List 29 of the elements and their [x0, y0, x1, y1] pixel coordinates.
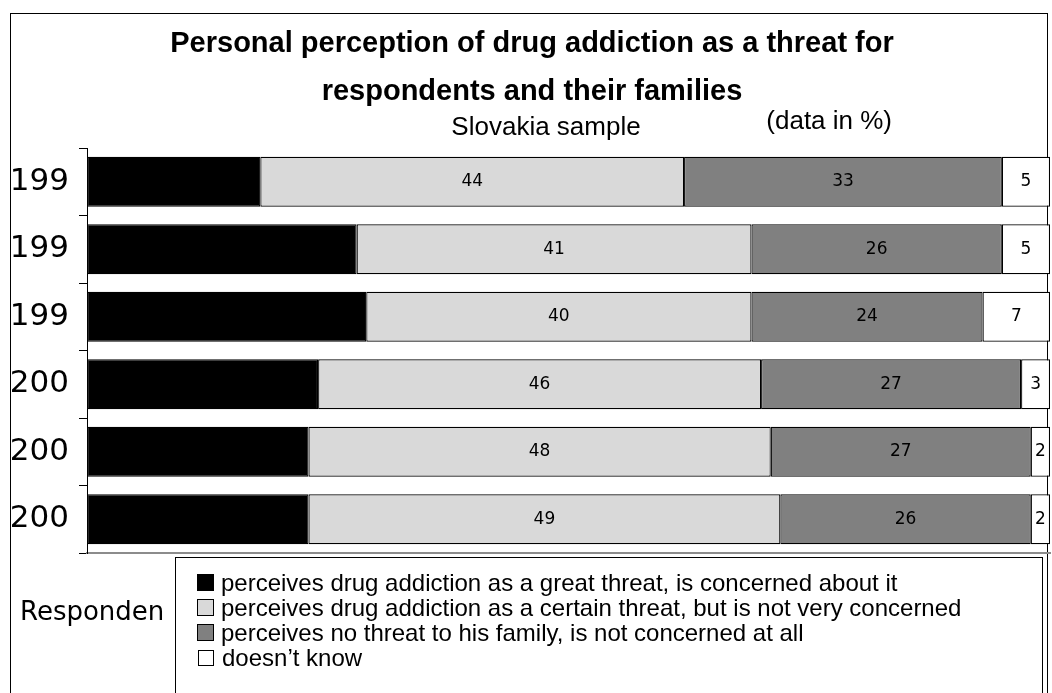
- data-label: 46: [528, 372, 551, 393]
- data-label: 44: [461, 170, 484, 191]
- data-label: 33: [832, 170, 854, 191]
- y-tick-label: 200: [9, 430, 69, 467]
- data-label: 27: [889, 440, 912, 461]
- chart-title: Personal perception of drug addiction as a threat for respondents and their families: [170, 25, 894, 106]
- y-tick-label: 200: [9, 498, 69, 535]
- y-tick-label: 199: [9, 160, 69, 197]
- data-label: 24: [856, 305, 878, 326]
- data-label: 26: [865, 237, 888, 258]
- text: Slovakia sample: [451, 111, 641, 141]
- data-label: 2: [1034, 507, 1046, 528]
- data-label: 41: [543, 237, 565, 258]
- chart-subtitle: (data in %): [766, 104, 893, 135]
- legend-label: perceives drug addiction as a great threat, is concerned about it: [221, 568, 898, 597]
- data-label: 3: [1030, 372, 1041, 393]
- data-label: 7: [1010, 305, 1022, 326]
- data-label: 27: [880, 372, 902, 393]
- y-axis-title: Responden: [20, 595, 165, 627]
- data-label: 48: [528, 440, 551, 461]
- data-label: 26: [894, 507, 917, 528]
- y-tick-label: 199: [9, 295, 69, 332]
- y-tick-label: 199: [9, 228, 69, 265]
- data-label: 5: [1020, 170, 1032, 191]
- y-tick-label: 200: [9, 363, 69, 400]
- data-label: 5: [1020, 237, 1032, 258]
- data-label: 49: [533, 507, 556, 528]
- data-label: 40: [548, 305, 570, 326]
- data-label: 2: [1034, 440, 1046, 461]
